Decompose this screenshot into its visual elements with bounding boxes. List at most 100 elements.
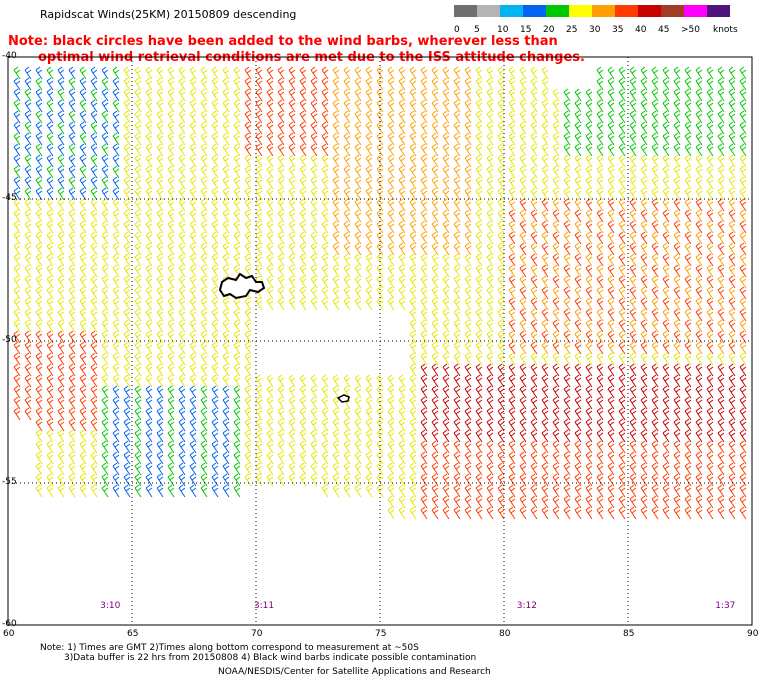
wind-barb (508, 396, 516, 410)
wind-barb (530, 154, 538, 168)
wind-barb (376, 297, 384, 311)
wind-barb (607, 77, 615, 91)
wind-barb (35, 121, 43, 135)
wind-barb (739, 231, 747, 245)
wind-barb (717, 176, 725, 190)
wind-barb (332, 77, 340, 91)
wind-barb (596, 242, 604, 256)
wind-barb (101, 308, 109, 322)
wind-barb (618, 154, 626, 168)
wind-barb (607, 429, 615, 443)
wind-barb (651, 286, 659, 300)
wind-barb (398, 198, 406, 212)
wind-barb (79, 110, 87, 124)
wind-barb (486, 308, 494, 322)
wind-barb (453, 495, 461, 509)
wind-barb (134, 429, 142, 443)
wind-barb (684, 440, 692, 454)
wind-barb (706, 451, 714, 465)
legend-label: 10 (497, 25, 509, 35)
wind-barb (266, 297, 274, 311)
wind-barb (695, 220, 703, 234)
wind-barb (266, 198, 274, 212)
wind-barb (409, 132, 417, 146)
wind-barb (728, 165, 736, 179)
wind-barb (277, 88, 285, 102)
wind-barb (35, 253, 43, 267)
wind-barb (453, 154, 461, 168)
wind-barb (453, 429, 461, 443)
wind-barb (442, 176, 450, 190)
wind-barb (233, 187, 241, 201)
wind-barb (68, 110, 76, 124)
wind-barb (475, 297, 483, 311)
wind-barb (640, 264, 648, 278)
wind-barb (68, 473, 76, 487)
wind-barb (596, 99, 604, 113)
wind-barb (112, 462, 120, 476)
wind-barb (629, 286, 637, 300)
wind-barb (508, 440, 516, 454)
wind-barb (244, 77, 252, 91)
wind-barb (519, 220, 527, 234)
wind-barb (431, 154, 439, 168)
wind-barb (57, 121, 65, 135)
wind-barb (640, 275, 648, 289)
wind-barb (475, 308, 483, 322)
wind-barb (156, 363, 164, 377)
wind-barb (695, 66, 703, 80)
wind-barb (123, 352, 131, 366)
wind-barb (717, 308, 725, 322)
wind-barb (156, 385, 164, 399)
wind-barb (134, 187, 142, 201)
wind-barb (497, 176, 505, 190)
wind-barb (167, 352, 175, 366)
wind-barb (728, 198, 736, 212)
wind-barb (211, 242, 219, 256)
wind-barb (101, 374, 109, 388)
wind-barb (453, 176, 461, 190)
wind-barb (233, 77, 241, 91)
wind-barb (156, 451, 164, 465)
wind-barb (563, 374, 571, 388)
wind-barb (233, 253, 241, 267)
wind-barb (475, 495, 483, 509)
wind-barb (519, 264, 527, 278)
wind-barb (684, 297, 692, 311)
wind-barb (244, 308, 252, 322)
wind-barb (596, 198, 604, 212)
wind-barb (134, 462, 142, 476)
wind-barb (519, 88, 527, 102)
wind-barb (376, 220, 384, 234)
wind-barb (486, 506, 494, 520)
wind-barb (145, 99, 153, 113)
wind-barb (431, 253, 439, 267)
wind-barb (288, 143, 296, 157)
wind-barb (321, 66, 329, 80)
wind-barb (145, 253, 153, 267)
wind-barb (288, 121, 296, 135)
map-title: Rapidscat Winds(25KM) 20150809 descendin… (40, 8, 297, 21)
wind-barb (541, 363, 549, 377)
wind-barb (332, 231, 340, 245)
wind-barb (244, 88, 252, 102)
wind-barb (277, 297, 285, 311)
wind-barb (13, 242, 21, 256)
wind-barb (530, 462, 538, 476)
wind-barb (651, 407, 659, 421)
wind-barb (266, 154, 274, 168)
wind-barb (442, 352, 450, 366)
wind-barb (277, 451, 285, 465)
wind-barb (178, 231, 186, 245)
wind-barb (398, 429, 406, 443)
wind-barb (651, 154, 659, 168)
wind-barb (255, 66, 263, 80)
wind-barb (211, 253, 219, 267)
wind-barb (79, 396, 87, 410)
wind-barb (200, 187, 208, 201)
wind-barb (354, 121, 362, 135)
wind-barb (222, 418, 230, 432)
wind-barb (728, 99, 736, 113)
wind-barb (629, 110, 637, 124)
legend-swatch (500, 5, 523, 17)
